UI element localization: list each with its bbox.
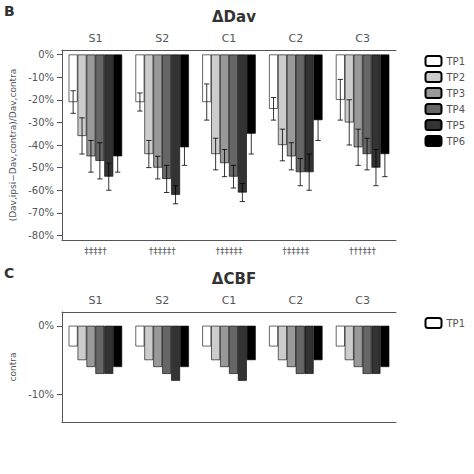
svg-text:†‡‡‡‡‡: †‡‡‡‡‡	[216, 246, 244, 256]
svg-text:TP3: TP3	[445, 88, 465, 99]
svg-text:C3: C3	[355, 294, 370, 307]
svg-text:0%: 0%	[38, 49, 54, 60]
svg-text:-70%: -70%	[28, 207, 54, 218]
svg-text:-10%: -10%	[28, 72, 54, 83]
svg-text:-20%: -20%	[28, 94, 54, 105]
svg-text:TP1: TP1	[445, 318, 465, 329]
svg-text:C2: C2	[288, 32, 303, 45]
svg-text:S1: S1	[88, 294, 102, 307]
svg-text:-30%: -30%	[28, 117, 54, 128]
svg-text:ΔDav: ΔDav	[212, 8, 256, 26]
svg-text:‡‡‡‡†: ‡‡‡‡†	[84, 246, 107, 256]
svg-text:S2: S2	[155, 32, 169, 45]
svg-text:-40%: -40%	[28, 140, 54, 151]
svg-text:-50%: -50%	[28, 162, 54, 173]
svg-text:0%: 0%	[38, 320, 54, 331]
svg-text:-10%: -10%	[28, 389, 54, 400]
svg-text:C1: C1	[222, 294, 237, 307]
svg-text:contra: contra	[8, 353, 18, 382]
svg-text:C2: C2	[288, 294, 303, 307]
svg-text:†††‡‡†: †††‡‡†	[349, 246, 377, 256]
svg-text:TP6: TP6	[445, 136, 465, 147]
svg-text:-60%: -60%	[28, 185, 54, 196]
svg-text:C: C	[4, 265, 14, 281]
svg-text:C1: C1	[222, 32, 237, 45]
svg-text:S1: S1	[88, 32, 102, 45]
svg-text:TP4: TP4	[445, 104, 465, 115]
svg-text:TP5: TP5	[445, 120, 465, 131]
svg-text:S2: S2	[155, 294, 169, 307]
svg-text:B: B	[4, 3, 15, 19]
svg-text:†‡‡‡‡‡: †‡‡‡‡‡	[282, 246, 310, 256]
svg-text:†‡‡‡‡†: †‡‡‡‡†	[149, 246, 177, 256]
svg-text:TP2: TP2	[445, 72, 465, 83]
svg-text:ΔCBF: ΔCBF	[212, 270, 256, 288]
svg-text:TP1: TP1	[445, 56, 465, 67]
svg-text:C3: C3	[355, 32, 370, 45]
svg-text:-80%: -80%	[28, 230, 54, 241]
svg-text:(Dav,ipsi−Dav,contra)/Dav,cont: (Dav,ipsi−Dav,contra)/Dav,contra	[8, 69, 18, 222]
